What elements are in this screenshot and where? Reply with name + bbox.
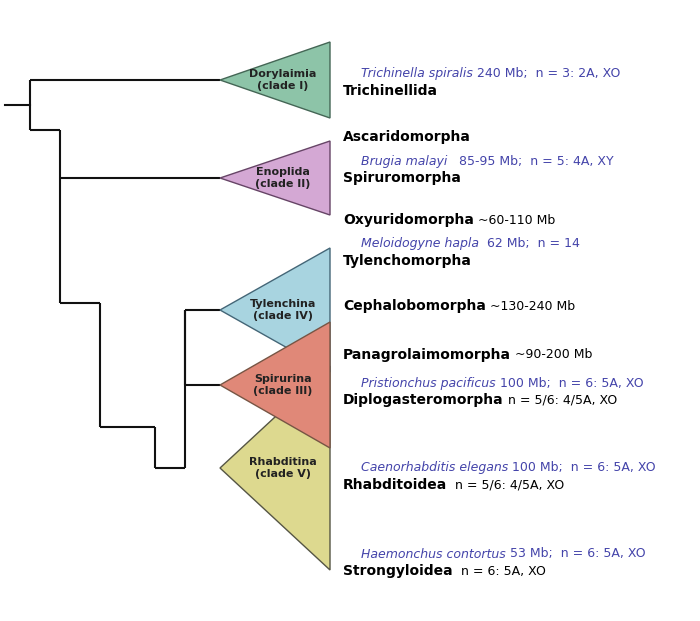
Text: Trichinella spiralis: Trichinella spiralis	[361, 68, 473, 81]
Text: n = 5/6: 4/5A, XO: n = 5/6: 4/5A, XO	[447, 479, 564, 491]
Text: 100 Mb;  n = 6: 5A, XO: 100 Mb; n = 6: 5A, XO	[496, 376, 643, 389]
Text: Panagrolaimomorpha: Panagrolaimomorpha	[343, 348, 511, 362]
Text: Dorylaimia
(clade I): Dorylaimia (clade I)	[249, 69, 316, 91]
Text: Brugia malayi: Brugia malayi	[361, 155, 447, 168]
Text: 85-95 Mb;  n = 5: 4A, XY: 85-95 Mb; n = 5: 4A, XY	[447, 155, 614, 168]
Polygon shape	[220, 366, 330, 570]
Text: Rhabditina
(clade V): Rhabditina (clade V)	[249, 457, 317, 479]
Text: ~90-200 Mb: ~90-200 Mb	[511, 348, 592, 361]
Text: ~60-110 Mb: ~60-110 Mb	[474, 214, 555, 227]
Text: Diplogasteromorpha: Diplogasteromorpha	[343, 393, 503, 407]
Text: ~130-240 Mb: ~130-240 Mb	[486, 299, 575, 312]
Text: n = 5/6: 4/5A, XO: n = 5/6: 4/5A, XO	[503, 394, 617, 407]
Text: Cephalobomorpha: Cephalobomorpha	[343, 299, 486, 313]
Text: Trichinellida: Trichinellida	[343, 84, 438, 98]
Polygon shape	[220, 248, 330, 372]
Text: Tylenchina
(clade IV): Tylenchina (clade IV)	[250, 299, 316, 321]
Text: Strongyloidea: Strongyloidea	[343, 564, 453, 578]
Text: Spiruromorpha: Spiruromorpha	[343, 171, 461, 185]
Text: n = 6: 5A, XO: n = 6: 5A, XO	[453, 564, 545, 578]
Text: Rhabditoidea: Rhabditoidea	[343, 478, 447, 492]
Text: Caenorhabditis elegans: Caenorhabditis elegans	[361, 461, 508, 474]
Text: Pristionchus pacificus: Pristionchus pacificus	[361, 376, 496, 389]
Text: 62 Mb;  n = 14: 62 Mb; n = 14	[479, 237, 580, 250]
Polygon shape	[220, 42, 330, 118]
Text: Ascaridomorpha: Ascaridomorpha	[343, 130, 471, 144]
Text: 53 Mb;  n = 6: 5A, XO: 53 Mb; n = 6: 5A, XO	[505, 548, 645, 561]
Text: 100 Mb;  n = 6: 5A, XO: 100 Mb; n = 6: 5A, XO	[508, 461, 656, 474]
Polygon shape	[220, 141, 330, 215]
Polygon shape	[220, 322, 330, 448]
Text: Haemonchus contortus: Haemonchus contortus	[361, 548, 505, 561]
Text: Tylenchomorpha: Tylenchomorpha	[343, 254, 472, 268]
Text: Spirurina
(clade III): Spirurina (clade III)	[253, 374, 313, 396]
Text: Oxyuridomorpha: Oxyuridomorpha	[343, 213, 474, 227]
Text: Meloidogyne hapla: Meloidogyne hapla	[361, 237, 479, 250]
Text: 240 Mb;  n = 3: 2A, XO: 240 Mb; n = 3: 2A, XO	[473, 68, 620, 81]
Text: Enoplida
(clade II): Enoplida (clade II)	[256, 167, 311, 189]
